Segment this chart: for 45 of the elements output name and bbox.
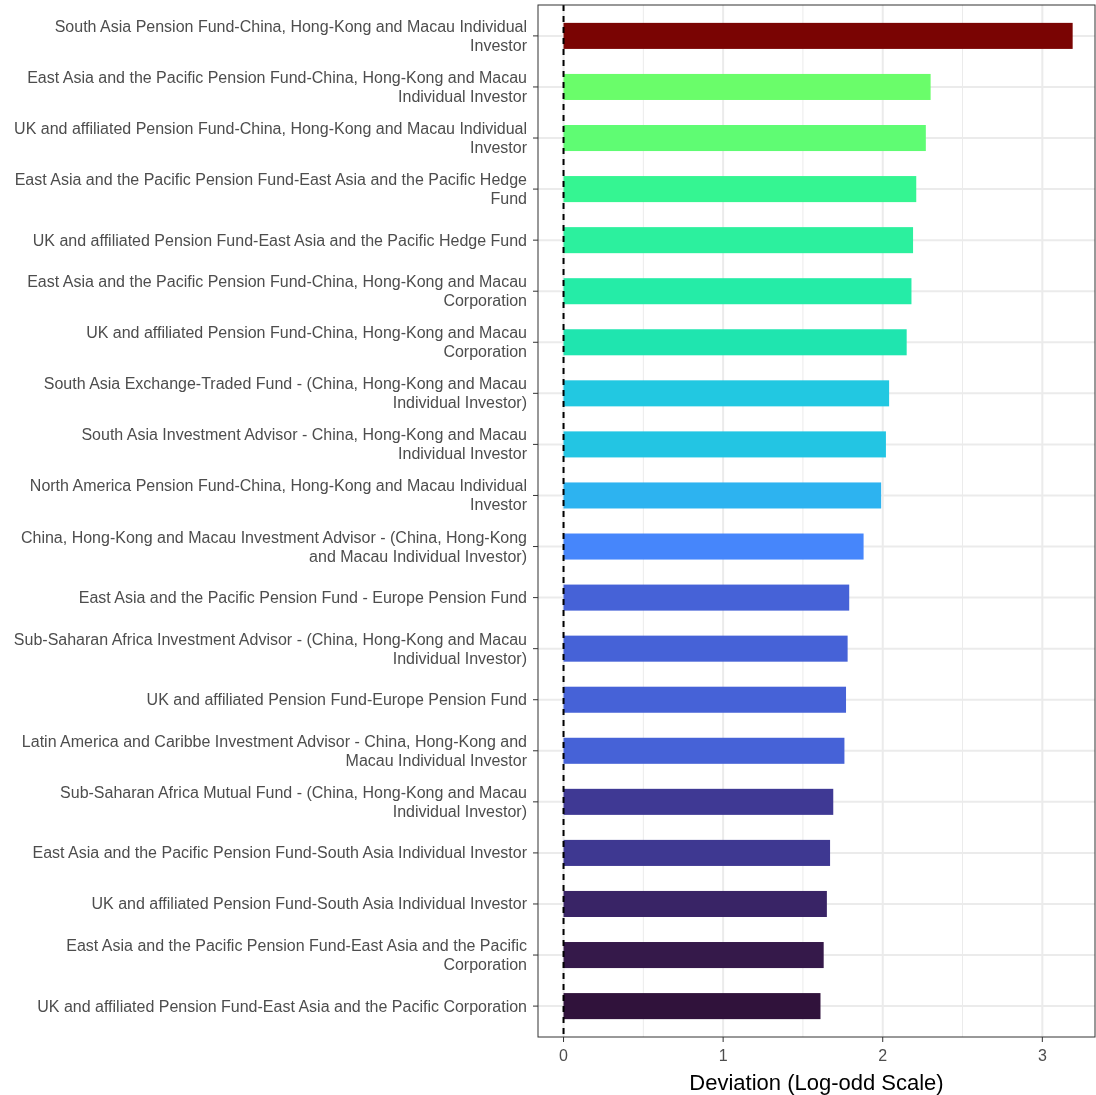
y-tick-label: South Asia Pension Fund-China, Hong-Kong and Macau Individual Investor <box>54 17 528 54</box>
x-tick-label: 2 <box>878 1047 888 1064</box>
x-tick-label: 1 <box>718 1047 728 1064</box>
bar <box>563 431 886 458</box>
y-tick-label: UK and affiliated Pension Fund-China, Hong-Kong and Macau Corporation <box>86 324 527 361</box>
bar <box>563 176 917 203</box>
y-tick-label: UK and affiliated Pension Fund-China, Hong-Kong and Macau Individual Investor <box>14 120 528 157</box>
y-tick-label: East Asia and the Pacific Pension Fund - Europe Pension Fund <box>78 589 527 607</box>
bar <box>563 686 847 713</box>
bar <box>563 839 831 866</box>
bar <box>563 22 1073 49</box>
bar <box>563 73 931 100</box>
y-tick-label: East Asia and the Pacific Pension Fund-China, Hong-Kong and Macau Individual Investor <box>27 68 528 105</box>
y-tick-label: UK and affiliated Pension Fund-East Asia and the Pacific Hedge Fund <box>32 231 527 249</box>
bar <box>563 278 912 305</box>
bar <box>563 329 907 356</box>
y-tick-label: Sub-Saharan Africa Mutual Fund - (China, Hong-Kong and Macau Individual Investor) <box>60 783 527 820</box>
y-tick-label: Latin America and Caribbe Investment Advisor - China, Hong-Kong and Macau Individual Investor <box>21 732 528 769</box>
y-tick-label: East Asia and the Pacific Pension Fund-East Asia and the Pacific Hedge Fund <box>14 171 528 208</box>
bar <box>563 380 890 407</box>
bar <box>563 584 850 611</box>
y-tick-label: UK and affiliated Pension Fund-East Asia and the Pacific Corporation <box>37 997 527 1015</box>
y-tick-label: North America Pension Fund-China, Hong-Kong and Macau Individual Investor <box>29 477 528 514</box>
bar <box>563 125 926 152</box>
y-tick-label: South Asia Investment Advisor - China, Hong-Kong and Macau Individual Investor <box>81 426 528 463</box>
y-tick-label: UK and affiliated Pension Fund-Europe Pension Fund <box>146 691 527 709</box>
bar <box>563 942 824 969</box>
y-tick-label: East Asia and the Pacific Pension Fund-East Asia and the Pacific Corporation <box>66 937 527 974</box>
y-tick-label: South Asia Exchange-Traded Fund - (China, Hong-Kong and Macau Individual Investor) <box>43 375 527 412</box>
bar <box>563 482 882 509</box>
bar <box>563 533 864 560</box>
bar <box>563 227 914 254</box>
y-tick-label: Sub-Saharan Africa Investment Advisor - (China, Hong-Kong and Macau Individual Investor) <box>13 630 527 667</box>
bar <box>563 890 827 917</box>
bar <box>563 993 821 1020</box>
y-tick-label: East Asia and the Pacific Pension Fund-China, Hong-Kong and Macau Corporation <box>27 273 527 310</box>
bar <box>563 635 848 662</box>
y-tick-label: UK and affiliated Pension Fund-South Asia Individual Investor <box>91 895 528 913</box>
x-tick-label: 0 <box>559 1047 569 1064</box>
x-tick-label: 3 <box>1037 1047 1047 1064</box>
y-tick-label: East Asia and the Pacific Pension Fund-South Asia Individual Investor <box>32 844 528 862</box>
y-tick-label: China, Hong-Kong and Macau Investment Advisor - (China, Hong-Kong and Macau Individual Investor) <box>20 528 527 565</box>
x-axis-title: Deviation (Log-odd Scale) <box>689 1070 944 1095</box>
bar <box>563 737 845 764</box>
bar <box>563 788 834 815</box>
